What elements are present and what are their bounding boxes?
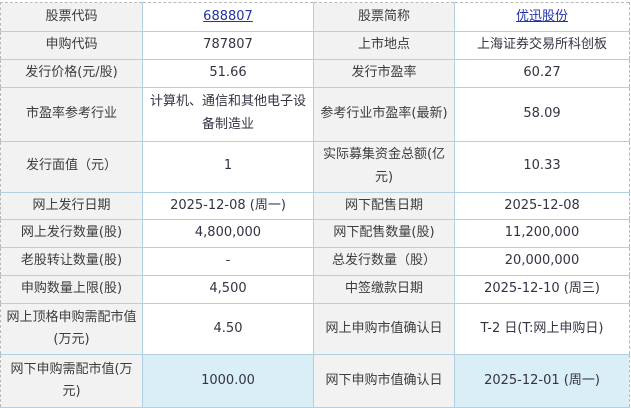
stock-name-value: 优迅股份 [454,2,630,32]
table-row: 申购代码 787807 上市地点 上海证券交易所科创板 [0,31,630,60]
offline-market-value-confirm-date-label: 网下申购市值确认日 [313,354,455,408]
issue-price-label: 发行价格(元/股) [0,59,143,88]
industry-pe-reference-value: 计算机、通信和其他电子设备制造业 [142,87,314,142]
table-row: 网上发行日期 2025-12-08 (周一) 网下配售日期 2025-12-08 [0,192,630,221]
online-top-subscription-market-value-value: 4.50 [142,303,314,356]
stock-name-label: 股票简称 [313,2,455,32]
offline-placement-date-label: 网下配售日期 [313,192,455,221]
offline-placement-date-value: 2025-12-08 [454,192,630,221]
total-raised-funds-label: 实际募集资金总额(亿元) [313,141,455,193]
table-row: 发行面值（元） 1 实际募集资金总额(亿元) 10.33 [0,141,630,193]
table-row: 网上发行数量(股) 4,800,000 网下配售数量(股) 11,200,000 [0,219,630,249]
offline-placement-quantity-value: 11,200,000 [454,219,630,249]
online-market-value-confirm-date-value: T-2 日(T:网上申购日) [454,303,630,356]
industry-pe-latest-value: 58.09 [454,87,630,142]
table-row: 网下申购需配市值(万元) 1000.00 网下申购市值确认日 2025-12-0… [0,354,630,408]
online-market-value-confirm-date-label: 网上申购市值确认日 [313,303,455,356]
table-row: 老股转让数量(股) - 总发行数量（股） 20,000,000 [0,247,630,277]
offline-placement-quantity-label: 网下配售数量(股) [313,219,455,249]
industry-pe-latest-label: 参考行业市盈率(最新) [313,87,455,142]
table-row: 股票代码 688807 股票简称 优迅股份 [0,2,630,32]
par-value-label: 发行面值（元） [0,141,143,193]
subscription-code-value: 787807 [142,31,314,60]
table-row: 申购数量上限(股) 4,500 中签缴款日期 2025-12-10 (周三) [0,275,630,305]
industry-pe-reference-label: 市盈率参考行业 [0,87,143,142]
listing-location-label: 上市地点 [313,31,455,60]
offline-subscription-market-value-value: 1000.00 [142,354,314,408]
subscription-limit-value: 4,500 [142,275,314,305]
issue-price-value: 51.66 [142,59,314,88]
stock-code-link[interactable]: 688807 [203,8,253,24]
total-raised-funds-value: 10.33 [454,141,630,193]
issue-pe-ratio-value: 60.27 [454,59,630,88]
table-row: 发行价格(元/股) 51.66 发行市盈率 60.27 [0,59,630,88]
subscription-code-label: 申购代码 [0,31,143,60]
offline-subscription-market-value-label: 网下申购需配市值(万元) [0,354,143,408]
table-row: 网上顶格申购需配市值(万元) 4.50 网上申购市值确认日 T-2 日(T:网上… [0,303,630,356]
payment-date-value: 2025-12-10 (周三) [454,275,630,305]
online-issue-quantity-value: 4,800,000 [142,219,314,249]
payment-date-label: 中签缴款日期 [313,275,455,305]
online-issue-quantity-label: 网上发行数量(股) [0,219,143,249]
listing-location-value: 上海证券交易所科创板 [454,31,630,60]
old-share-transfer-quantity-label: 老股转让数量(股) [0,247,143,277]
stock-code-label: 股票代码 [0,2,143,32]
total-issue-quantity-label: 总发行数量（股） [313,247,455,277]
old-share-transfer-quantity-value: - [142,247,314,277]
table-row: 市盈率参考行业 计算机、通信和其他电子设备制造业 参考行业市盈率(最新) 58.… [0,87,630,142]
online-issue-date-label: 网上发行日期 [0,192,143,221]
subscription-limit-label: 申购数量上限(股) [0,275,143,305]
stock-name-link[interactable]: 优迅股份 [515,8,568,24]
stock-code-value: 688807 [142,2,314,32]
offline-market-value-confirm-date-value: 2025-12-01 (周一) [454,354,630,408]
par-value-value: 1 [142,141,314,193]
online-issue-date-value: 2025-12-08 (周一) [142,192,314,221]
issue-pe-ratio-label: 发行市盈率 [313,59,455,88]
total-issue-quantity-value: 20,000,000 [454,247,630,277]
online-top-subscription-market-value-label: 网上顶格申购需配市值(万元) [0,303,143,356]
